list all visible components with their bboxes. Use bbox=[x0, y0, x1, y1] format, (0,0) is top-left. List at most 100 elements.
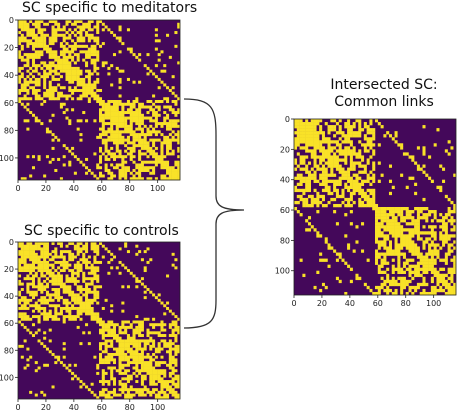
controls-link-cell bbox=[163, 342, 167, 346]
intersected-link-cell bbox=[296, 188, 300, 193]
controls-link-cell bbox=[121, 323, 125, 327]
meditators-link-cell bbox=[76, 55, 80, 59]
meditators-link-cell bbox=[101, 102, 105, 106]
intersected-link-cell bbox=[428, 231, 432, 235]
controls-y-tick-label: 20 bbox=[4, 265, 14, 274]
intersected-link-cell bbox=[375, 216, 379, 220]
meditators-link-cell bbox=[29, 33, 33, 37]
intersected-link-cell bbox=[433, 252, 437, 256]
intersected-link-cell bbox=[442, 258, 446, 262]
intersected-link-cell bbox=[310, 134, 314, 138]
meditators-link-cell bbox=[54, 36, 58, 40]
intersected-link-cell bbox=[319, 167, 323, 171]
meditators-link-cell bbox=[174, 133, 178, 137]
meditators-link-cell bbox=[152, 94, 156, 98]
intersected-link-cell bbox=[321, 149, 325, 153]
controls-link-cell bbox=[51, 352, 55, 356]
intersected-link-cell bbox=[388, 134, 393, 138]
meditators-link-cell bbox=[96, 39, 100, 43]
controls-link-cell bbox=[138, 371, 142, 375]
intersected-link-cell bbox=[319, 194, 323, 199]
controls-link-cell bbox=[112, 393, 117, 397]
meditators-link-cell bbox=[26, 61, 30, 65]
meditators-link-cell bbox=[40, 42, 44, 46]
intersected-link-cell bbox=[375, 261, 379, 265]
intersected-link-cell bbox=[391, 282, 395, 287]
controls-link-cell bbox=[152, 382, 156, 386]
meditators-link-cell bbox=[126, 127, 130, 131]
intersected-link-cell bbox=[405, 152, 409, 156]
controls-link-cell bbox=[110, 342, 114, 346]
meditators-link-cell bbox=[71, 66, 75, 70]
controls-link-cell bbox=[62, 285, 66, 289]
controls-link-cell bbox=[143, 344, 147, 348]
controls-link-cell bbox=[37, 255, 41, 259]
meditators-link-cell bbox=[118, 133, 122, 137]
controls-link-cell bbox=[154, 374, 158, 378]
controls-link-cell bbox=[101, 325, 105, 329]
intersected-link-cell bbox=[375, 207, 379, 211]
meditators-link-cell bbox=[129, 141, 133, 145]
controls-link-cell bbox=[121, 366, 125, 370]
controls-link-cell bbox=[126, 344, 130, 348]
meditators-link-cell bbox=[71, 146, 75, 150]
intersected-frame bbox=[293, 118, 457, 296]
intersected-link-cell bbox=[307, 137, 312, 141]
controls-link-cell bbox=[59, 309, 63, 313]
meditators-link-cell bbox=[85, 94, 89, 98]
meditators-link-cell bbox=[51, 157, 55, 161]
controls-link-cell bbox=[121, 350, 125, 354]
meditators-link-cell bbox=[82, 50, 86, 54]
meditators-link-cell bbox=[48, 69, 52, 73]
intersected-link-cell bbox=[391, 210, 395, 214]
meditators-link-cell bbox=[124, 102, 128, 106]
meditators-link-cell bbox=[132, 168, 136, 172]
controls-link-cell bbox=[96, 250, 100, 254]
intersected-link-cell bbox=[366, 197, 370, 202]
meditators-link-cell bbox=[54, 64, 58, 68]
meditators-link-cell bbox=[76, 77, 80, 81]
meditators-link-cell bbox=[82, 44, 86, 48]
controls-link-cell bbox=[85, 244, 89, 248]
meditators-link-cell bbox=[20, 36, 24, 40]
controls-link-cell bbox=[118, 355, 122, 359]
controls-link-cell bbox=[174, 363, 178, 367]
meditators-link-cell bbox=[59, 33, 63, 37]
controls-link-cell bbox=[23, 325, 27, 329]
intersected-link-cell bbox=[397, 252, 401, 256]
controls-link-cell bbox=[51, 279, 55, 283]
intersected-link-cell bbox=[302, 200, 306, 205]
intersected-link-cell bbox=[408, 237, 412, 241]
intersected-link-cell bbox=[405, 240, 409, 244]
meditators-link-cell bbox=[121, 174, 125, 178]
meditators-link-cell bbox=[166, 33, 170, 37]
controls-link-cell bbox=[146, 352, 150, 356]
intersected-link-cell bbox=[335, 188, 339, 193]
controls-link-cell bbox=[140, 374, 144, 378]
meditators-link-cell bbox=[65, 77, 69, 81]
controls-link-cell bbox=[163, 374, 167, 378]
meditators-link-cell bbox=[157, 100, 161, 104]
controls-link-cell bbox=[51, 293, 55, 297]
controls-link-cell bbox=[40, 290, 44, 294]
controls-x-tick-label: 0 bbox=[15, 403, 20, 412]
meditators-link-cell bbox=[132, 80, 136, 84]
meditators-link-cell bbox=[93, 36, 97, 40]
intersected-link-cell bbox=[294, 185, 298, 190]
intersected-link-cell bbox=[347, 173, 351, 177]
meditators-link-cell bbox=[121, 105, 125, 109]
meditators-link-cell bbox=[149, 124, 153, 128]
intersected-link-cell bbox=[397, 267, 401, 271]
intersected-link-cell bbox=[400, 237, 404, 241]
controls-link-cell bbox=[101, 388, 105, 392]
meditators-link-cell bbox=[118, 124, 122, 128]
intersected-link-cell bbox=[302, 197, 306, 202]
intersected-link-cell bbox=[411, 222, 415, 226]
meditators-link-cell bbox=[31, 69, 36, 73]
intersected-link-cell bbox=[386, 267, 390, 271]
controls-link-cell bbox=[90, 263, 94, 267]
intersected-link-cell bbox=[355, 176, 359, 180]
intersected-link-cell bbox=[316, 231, 320, 235]
intersected-link-cell bbox=[347, 125, 351, 129]
controls-link-cell bbox=[85, 263, 89, 267]
